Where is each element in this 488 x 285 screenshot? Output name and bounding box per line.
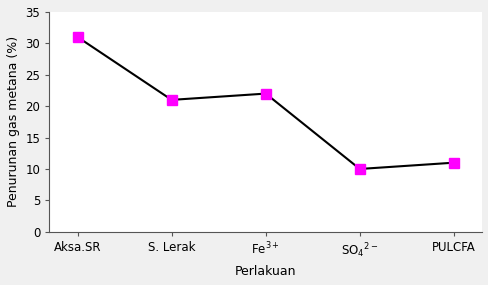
X-axis label: Perlakuan: Perlakuan — [235, 265, 296, 278]
Y-axis label: Penurunan gas metana (%): Penurunan gas metana (%) — [7, 36, 20, 207]
